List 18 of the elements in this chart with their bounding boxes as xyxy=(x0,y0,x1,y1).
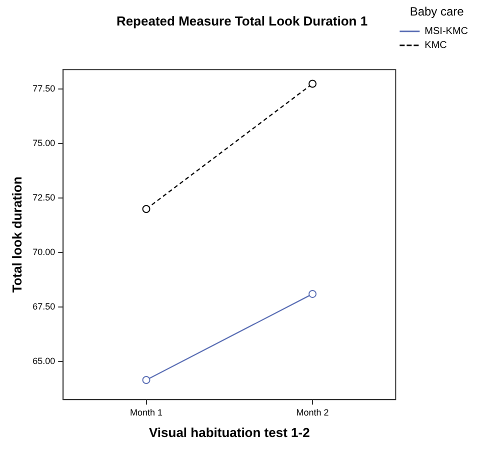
legend-title: Baby care xyxy=(410,4,464,18)
y-tick-label: 75.00 xyxy=(32,138,56,148)
legend-label: KMC xyxy=(424,40,447,52)
point xyxy=(142,205,150,214)
point xyxy=(308,290,317,298)
y-tick-label: 67.50 xyxy=(32,302,56,312)
y-tick-label: 77.50 xyxy=(32,84,56,94)
y-tick-label: 70.00 xyxy=(32,247,56,258)
x-tick-label: Month 1 xyxy=(130,407,163,418)
y-axis-title: Total look duration xyxy=(9,176,24,293)
point xyxy=(142,376,150,384)
x-tick-label: Month 2 xyxy=(296,407,329,418)
y-tick-label: 65.00 xyxy=(32,356,56,366)
legend-label: MSI-KMC xyxy=(424,26,468,38)
y-tick-label: 72.50 xyxy=(32,192,56,203)
chart-title: Repeated Measure Total Look Duration 1 xyxy=(116,13,368,28)
point xyxy=(308,80,317,88)
x-axis-title: Visual habituation test 1-2 xyxy=(148,424,310,440)
